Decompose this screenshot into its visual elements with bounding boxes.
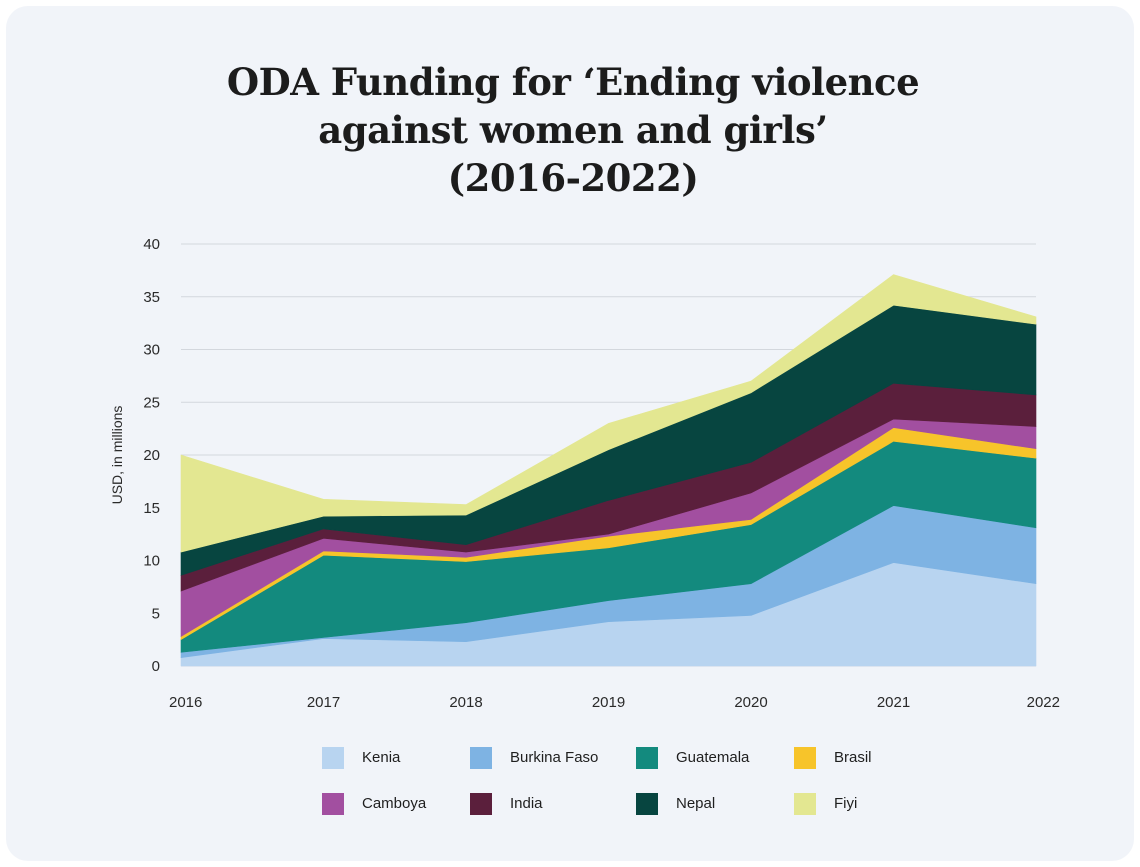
legend-label: Guatemala — [676, 749, 750, 766]
y-axis-ticks: 0 5 10 15 20 25 30 35 40 — [143, 236, 160, 675]
chart-title-line-3: (2016-2022) — [447, 156, 699, 200]
legend-label: Camboya — [362, 795, 427, 812]
legend-label: Nepal — [676, 795, 716, 812]
legend-label: Burkina Faso — [510, 749, 599, 766]
x-tick-label: 2019 — [592, 694, 625, 711]
chart-title-line-1: ODA Funding for ‘Ending violence — [226, 60, 920, 104]
x-axis-ticks: 2016 2017 2018 2019 2020 2021 2022 — [169, 694, 1060, 711]
y-tick-label: 20 — [143, 447, 160, 464]
legend-swatch — [636, 793, 658, 815]
legend-label: Brasil — [834, 749, 872, 766]
y-tick-label: 25 — [143, 394, 160, 411]
area-chart: 0 5 10 15 20 25 30 35 40 2016 2017 2018 2019 2020 202… — [109, 236, 1060, 711]
x-tick-label: 2018 — [449, 694, 482, 711]
legend-swatch — [794, 747, 816, 769]
legend-swatch — [636, 747, 658, 769]
x-tick-label: 2022 — [1027, 694, 1060, 711]
stacked-areas — [180, 274, 1037, 667]
area-fiyi — [180, 274, 1037, 553]
y-tick-label: 30 — [143, 342, 160, 359]
legend-label: India — [510, 795, 543, 812]
y-tick-label: 0 — [152, 658, 160, 675]
y-tick-label: 5 — [152, 605, 160, 622]
legend-swatch — [470, 793, 492, 815]
y-axis-label: USD, in millions — [109, 406, 125, 505]
x-tick-label: 2021 — [877, 694, 910, 711]
chart-title-line-2: against women and girls’ — [318, 108, 828, 152]
legend-swatch — [794, 793, 816, 815]
legend-label: Fiyi — [834, 795, 858, 812]
legend-label: Kenia — [362, 749, 401, 766]
x-tick-label: 2017 — [307, 694, 340, 711]
y-tick-label: 10 — [143, 553, 160, 570]
y-tick-label: 40 — [143, 236, 160, 253]
legend: Kenia Burkina Faso Guatemala Brasil Camboya I… — [322, 744, 942, 824]
x-tick-label: 2020 — [734, 694, 767, 711]
y-tick-label: 35 — [143, 289, 160, 306]
chart-title: ODA Funding for ‘Ending violence against… — [0, 58, 1140, 202]
legend-swatch — [470, 747, 492, 769]
legend-swatch — [322, 747, 344, 769]
legend-swatch — [322, 793, 344, 815]
x-tick-label: 2016 — [169, 694, 202, 711]
y-tick-label: 15 — [143, 500, 160, 517]
